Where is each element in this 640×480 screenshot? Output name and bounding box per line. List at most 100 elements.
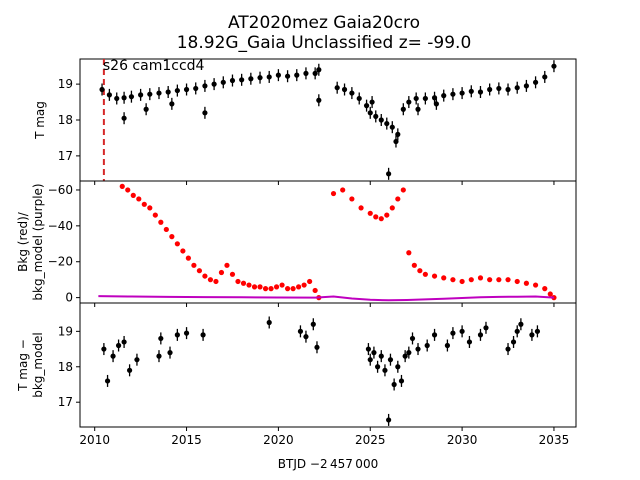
middle-data-point (240, 280, 247, 286)
top-data-point (257, 75, 263, 81)
top-data-point (174, 87, 180, 94)
middle-y-tick-label: −20 (48, 255, 73, 269)
bottom-data-point (391, 381, 397, 388)
top-data-point (99, 86, 105, 93)
title-line2: 18.92G_Gaia Unclassified z= -99.0 (177, 33, 472, 53)
middle-data-point (224, 262, 230, 268)
middle-data-point (406, 250, 412, 256)
middle-data-point (290, 286, 296, 292)
title-line1: AT2020mez Gaia20cro (228, 13, 420, 33)
bottom-data-point (158, 335, 164, 342)
top-data-point (393, 138, 399, 145)
top-data-point (169, 101, 175, 107)
middle-data-point (119, 183, 125, 189)
middle-data-point (400, 187, 406, 193)
bottom-data-point (365, 346, 372, 352)
middle-data-point (523, 280, 530, 286)
middle-data-point (141, 201, 147, 207)
bottom-data-point (483, 325, 489, 331)
top-y-tick-label: 17 (58, 149, 73, 163)
bottom-data-point (514, 328, 520, 334)
bottom-data-point (367, 357, 373, 363)
middle-data-point (358, 205, 364, 211)
middle-data-point (450, 277, 456, 283)
top-data-point (294, 72, 300, 78)
middle-data-point (496, 277, 502, 283)
middle-data-point (180, 248, 186, 254)
bottom-data-point (402, 353, 408, 359)
middle-data-point (196, 268, 203, 274)
middle-data-point (514, 278, 520, 285)
middle-y-axis-label: bkg_model (purple) (31, 183, 45, 300)
bottom-data-point (387, 357, 394, 363)
bottom-data-point (395, 364, 401, 370)
top-data-point (312, 70, 318, 76)
middle-data-point (487, 277, 493, 283)
middle-data-point (273, 284, 280, 290)
top-data-point (303, 70, 309, 76)
middle-data-point (235, 278, 241, 285)
x-tick-label: 2030 (447, 433, 478, 447)
bottom-data-point (371, 350, 377, 356)
top-data-point (551, 63, 557, 69)
x-tick-label: 2015 (171, 433, 202, 447)
bottom-y-tick-label: 19 (58, 324, 73, 338)
middle-data-point (468, 277, 474, 283)
bottom-data-point (459, 328, 465, 334)
middle-data-point (213, 278, 219, 285)
middle-data-point (191, 262, 197, 268)
top-data-point (406, 99, 412, 105)
middle-data-point (207, 277, 214, 283)
top-data-point (400, 106, 406, 112)
bottom-frame (79, 302, 577, 428)
top-data-point (514, 85, 520, 91)
top-data-point (143, 106, 149, 112)
middle-y-axis-label: Bkg (red)/ (16, 211, 30, 272)
bottom-data-point (167, 350, 173, 356)
top-data-point (211, 81, 217, 87)
top-data-point (367, 110, 373, 116)
middle-data-point (152, 212, 158, 218)
bottom-data-point (297, 328, 304, 334)
middle-data-point (251, 284, 258, 290)
bottom-data-point (466, 339, 473, 345)
middle-data-point (130, 192, 136, 198)
bottom-data-point (101, 346, 107, 352)
bottom-data-point (303, 334, 309, 340)
top-data-point (138, 92, 144, 98)
bottom-data-point (127, 367, 133, 373)
bottom-data-point (115, 342, 122, 349)
middle-data-point (395, 196, 401, 202)
top-data-point (334, 85, 340, 91)
bottom-data (101, 316, 541, 426)
top-data-point (121, 115, 127, 121)
bottom-data-point (110, 353, 116, 359)
middle-data-point (378, 216, 384, 222)
middle-data-point (202, 273, 208, 279)
middle-data-point (422, 271, 428, 277)
top-data-point (128, 94, 135, 100)
middle-model-line (98, 295, 555, 302)
middle-data-point (246, 282, 252, 288)
middle-y-tick-label: −40 (48, 219, 73, 233)
top-data-point (349, 90, 355, 96)
top-data-point (433, 101, 439, 107)
top-data-point (532, 79, 539, 85)
bottom-panel: 17 18 19 2010 2015 2020 2025 2030 2035 T mag − bkg… (16, 302, 577, 447)
middle-data-point (218, 269, 225, 276)
top-data-point (121, 95, 127, 101)
top-data-point (496, 85, 502, 92)
middle-data-point (312, 287, 318, 294)
middle-data-point (262, 286, 269, 292)
middle-data-point (136, 196, 142, 202)
middle-y-tick-label: −60 (48, 183, 73, 197)
top-frame (79, 58, 577, 182)
bottom-data-point (444, 342, 451, 349)
middle-data-point (505, 277, 511, 283)
middle-data-point (441, 275, 447, 281)
bottom-data-point (431, 332, 438, 338)
top-data-point (202, 110, 208, 116)
bottom-data-point (415, 346, 421, 352)
middle-data-point (547, 291, 553, 297)
